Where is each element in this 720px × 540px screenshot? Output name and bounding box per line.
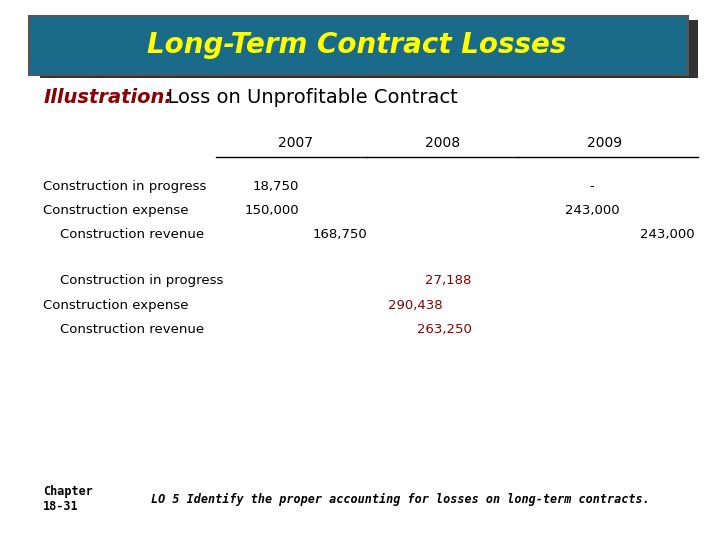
Text: 243,000: 243,000 xyxy=(640,228,695,241)
Text: Construction expense: Construction expense xyxy=(43,204,189,217)
Text: Construction revenue: Construction revenue xyxy=(43,228,204,241)
Text: 2008: 2008 xyxy=(426,136,460,150)
Text: 2007: 2007 xyxy=(278,136,312,150)
Text: Loss on Unprofitable Contract: Loss on Unprofitable Contract xyxy=(155,87,457,107)
Text: 263,250: 263,250 xyxy=(417,323,472,336)
Text: 2009: 2009 xyxy=(588,136,622,150)
Text: 243,000: 243,000 xyxy=(564,204,619,217)
Text: 290,438: 290,438 xyxy=(388,299,443,312)
Text: 18,750: 18,750 xyxy=(253,180,299,193)
Text: Chapter
18-31: Chapter 18-31 xyxy=(43,485,93,514)
Text: 27,188: 27,188 xyxy=(426,274,472,287)
Text: Construction expense: Construction expense xyxy=(43,299,189,312)
Text: LO 5 Identify the proper accounting for losses on long-term contracts.: LO 5 Identify the proper accounting for … xyxy=(151,493,650,506)
Bar xyxy=(29,16,688,75)
Text: 168,750: 168,750 xyxy=(312,228,367,241)
Text: 150,000: 150,000 xyxy=(244,204,299,217)
Text: Illustration:: Illustration: xyxy=(43,87,172,107)
Text: Long-Term Contract Losses: Long-Term Contract Losses xyxy=(147,31,566,59)
Text: Construction revenue: Construction revenue xyxy=(43,323,204,336)
Text: -: - xyxy=(589,180,594,193)
Bar xyxy=(40,20,698,78)
Text: Construction in progress: Construction in progress xyxy=(43,274,224,287)
Text: Construction in progress: Construction in progress xyxy=(43,180,207,193)
